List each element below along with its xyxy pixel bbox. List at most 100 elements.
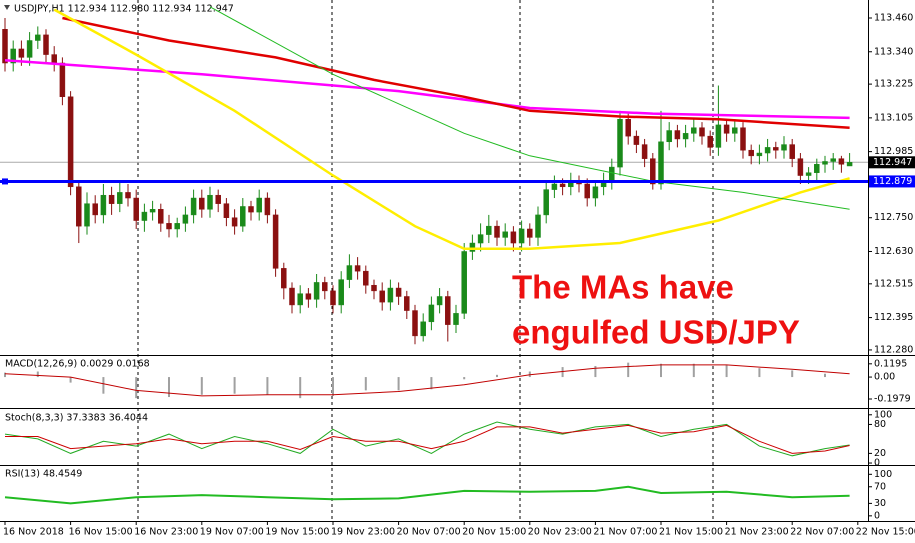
candles [2, 18, 853, 345]
candle-body [764, 147, 771, 154]
candle-body [207, 194, 213, 210]
price-label-box [869, 156, 915, 169]
candle-body [248, 206, 254, 213]
x-tick-label: 16 Nov 23:00 [134, 527, 198, 538]
candle-body [174, 223, 180, 230]
candle-body [338, 279, 344, 306]
moving-average [53, 8, 850, 250]
x-tick-label: 16 Nov 2018 [3, 527, 64, 538]
candle-body [789, 144, 795, 159]
candle-body [666, 130, 672, 143]
y-tick-label: -0.1979 [874, 394, 911, 405]
candle-body [297, 293, 303, 306]
candle-body [773, 147, 779, 151]
candle-body [404, 296, 410, 311]
macd-bar [660, 363, 662, 378]
x-tick-label: 21 Nov 23:00 [725, 527, 789, 538]
candle-body [387, 287, 394, 303]
macd-bar [496, 374, 498, 378]
candle-body [543, 189, 549, 216]
moving-average [62, 16, 850, 129]
candle-body [699, 127, 705, 137]
macd-bar [69, 377, 72, 383]
candle-body [461, 251, 467, 314]
candle-body [354, 265, 361, 272]
frame [0, 0, 915, 522]
panel-title: MACD(12,26,9) 0.0029 0.0168 [5, 359, 150, 370]
candle-body [756, 152, 763, 157]
macd-bar [266, 377, 269, 395]
y-tick-label: 113.340 [874, 46, 913, 57]
macd-bar [791, 370, 794, 378]
candle-body [10, 48, 16, 64]
level-label-box [869, 175, 915, 188]
candle-body [223, 203, 230, 218]
candle-body [445, 296, 451, 325]
candle-body [846, 162, 853, 167]
macd-bar [364, 377, 367, 391]
candle-body [18, 48, 25, 58]
indicator-line [5, 424, 850, 454]
panel-title: RSI(13) 48.4549 [5, 469, 82, 480]
candle-body [428, 304, 435, 323]
y-tick-label: 70 [874, 481, 886, 492]
candle-body [256, 197, 262, 213]
y-tick-label: 0.00 [874, 372, 895, 383]
macd-bar [561, 367, 564, 378]
candle-body [674, 130, 681, 140]
macd-bar [233, 377, 236, 394]
candle-body [486, 225, 492, 235]
candle-body [641, 144, 648, 159]
moving-average [209, 6, 850, 210]
macd-bar [36, 371, 39, 378]
candle-body [592, 186, 599, 199]
candle-body [166, 223, 172, 230]
macd-bar [332, 377, 334, 396]
candle-body [76, 186, 82, 227]
macd-signal [4, 364, 850, 397]
candle-body [281, 268, 287, 289]
candle-body [125, 192, 131, 199]
candle-body [379, 290, 385, 303]
candle-body [740, 127, 746, 151]
candle-body [453, 313, 459, 325]
candle-body [199, 197, 205, 210]
candle-body [527, 228, 533, 238]
y-tick-label: 112.515 [874, 278, 913, 289]
candle-body [617, 119, 623, 168]
x-tick-label: 16 Nov 15:00 [69, 527, 133, 538]
candle-body [108, 194, 115, 204]
y-tick-label: 20 [874, 448, 886, 459]
candle-body [748, 149, 754, 157]
candle-body [100, 194, 107, 216]
candle-body [305, 293, 312, 300]
x-tick-label: 22 Nov 15:00 [856, 527, 915, 538]
level-marker [2, 178, 8, 185]
day-separators [137, 0, 714, 521]
candle-body [133, 197, 139, 221]
candle-body [43, 34, 49, 55]
macd-bar [758, 368, 761, 378]
candle-body [781, 144, 787, 151]
candle-body [264, 197, 271, 216]
macd-bar [627, 362, 630, 378]
macd-bar [463, 377, 466, 380]
candle-body [494, 225, 500, 238]
symbol-icon [4, 5, 10, 10]
y-tick-label: 100 [874, 409, 892, 420]
candle-body [158, 209, 164, 224]
y-tick-label: 30 [874, 498, 886, 509]
y-tick-label: 112.280 [874, 344, 913, 355]
candle-body [330, 290, 336, 306]
candle-body [322, 282, 328, 292]
candle-body [51, 54, 57, 64]
candle-body [732, 127, 738, 134]
y-tick-label: 100 [874, 469, 892, 480]
macd-bar [299, 377, 302, 399]
candle-body [92, 203, 98, 216]
macd-bar [725, 364, 728, 378]
candle-body [584, 183, 590, 199]
candle-body [289, 287, 295, 306]
candle-body [141, 211, 148, 221]
